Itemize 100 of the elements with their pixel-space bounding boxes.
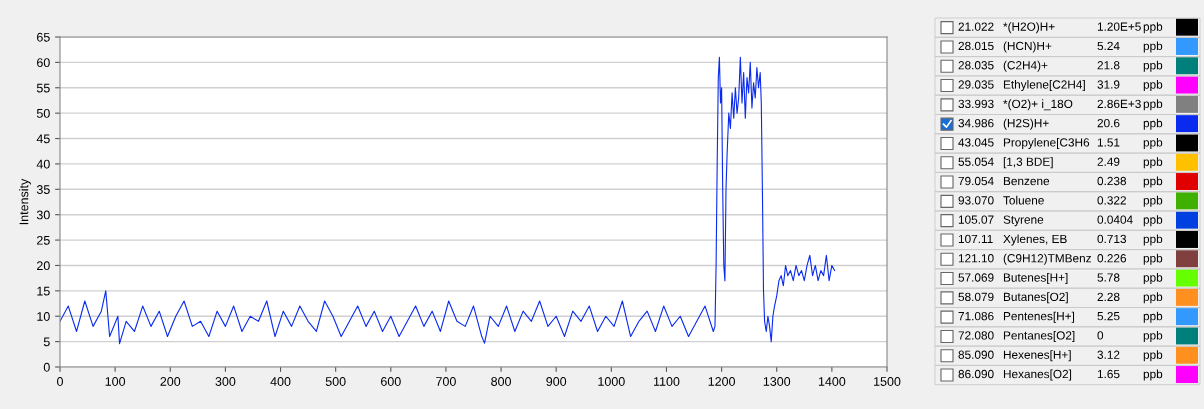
text: Hexenes[H+] xyxy=(1003,350,1071,362)
text: ppb xyxy=(1143,330,1163,342)
text: ppb xyxy=(1143,311,1163,323)
x-tick-label: 1400 xyxy=(818,377,846,386)
text: 5.24 xyxy=(1097,41,1120,51)
text: ppb xyxy=(1143,234,1163,246)
x-tick-label: 200 xyxy=(160,377,181,386)
text: 0.0404 xyxy=(1097,215,1133,224)
text: 2.28 xyxy=(1097,292,1120,302)
x-tick-label: 1200 xyxy=(708,377,736,386)
text: ppb xyxy=(1143,369,1163,381)
y-tick-label: 15 xyxy=(37,286,50,296)
y-tick-label: 5 xyxy=(43,337,50,347)
text: ppb xyxy=(1143,176,1163,188)
text: 3.12 xyxy=(1097,350,1120,359)
category-label: 71.086 xyxy=(958,311,994,321)
x-tick-label: 300 xyxy=(215,377,236,386)
category-label: 86.090 xyxy=(958,369,994,379)
text: Butanes[O2] xyxy=(1003,292,1068,304)
category-label: 34.986 xyxy=(958,118,994,128)
y-tick-label: 60 xyxy=(37,58,50,68)
text: ppb xyxy=(1143,80,1163,92)
category-label: 28.035 xyxy=(958,61,994,70)
x-tick-label: 500 xyxy=(325,377,346,386)
y-axis-title: Intensity xyxy=(19,178,31,225)
text: 0.226 xyxy=(1097,254,1127,263)
text: Propylene[C3H6 xyxy=(1003,137,1090,149)
x-tick-label: 400 xyxy=(270,377,291,386)
x-tick-label: 600 xyxy=(381,377,401,386)
y-tick-label: 30 xyxy=(36,210,50,220)
category-label: 105.07 xyxy=(958,215,994,224)
text: 1.20E+5 xyxy=(1097,22,1141,31)
text: 0.713 xyxy=(1097,234,1127,244)
text: 1.51 xyxy=(1097,138,1120,147)
text: Benzene xyxy=(1003,176,1050,186)
text: ppb xyxy=(1143,273,1163,285)
y-tick-label: 0 xyxy=(43,362,50,372)
text: ppb xyxy=(1143,292,1163,304)
category-label: 79.054 xyxy=(958,176,994,186)
text: *(H2O)H+ xyxy=(1003,22,1055,34)
y-tick-label: 35 xyxy=(36,185,50,194)
line-series xyxy=(60,56,836,345)
y-tick-label: 55 xyxy=(36,83,50,93)
text: ppb xyxy=(1143,60,1163,72)
x-tick-label: 700 xyxy=(436,377,456,386)
text: ppb xyxy=(1143,118,1163,130)
x-tick-label: 0 xyxy=(57,377,63,386)
category-label: 58.079 xyxy=(958,292,994,302)
text: Pentenes[H+] xyxy=(1003,311,1075,323)
category-label: 21.022 xyxy=(958,22,994,31)
text: ppb xyxy=(1143,99,1163,111)
text: 2.49 xyxy=(1097,157,1120,166)
x-tick-label: 1000 xyxy=(598,377,625,386)
text: ppb xyxy=(1143,215,1163,227)
text: ppb xyxy=(1143,350,1163,362)
text: ppb xyxy=(1143,195,1163,207)
category-label: 93.070 xyxy=(958,196,994,205)
category-label: 107.11 xyxy=(958,234,993,244)
text: 21.8 xyxy=(1097,61,1120,70)
category-label: 85.090 xyxy=(958,350,994,359)
category-label: 72.080 xyxy=(958,331,994,340)
x-tick-label: 800 xyxy=(491,377,512,386)
text: ppb xyxy=(1143,253,1163,265)
text: 0 xyxy=(1097,331,1104,340)
category-label: 55.054 xyxy=(958,157,994,166)
text: 0.322 xyxy=(1097,196,1126,205)
text: 20.6 xyxy=(1097,118,1120,128)
text: Hexanes[O2] xyxy=(1003,369,1072,381)
text: Ethylene[C2H4] xyxy=(1003,80,1085,92)
text: ppb xyxy=(1143,157,1163,169)
x-tick-label: 1300 xyxy=(763,377,791,386)
x-tick-label: 900 xyxy=(546,377,567,386)
text: 31.9 xyxy=(1097,80,1120,89)
text: 0.238 xyxy=(1097,176,1127,186)
category-label: 29.035 xyxy=(958,80,994,89)
x-tick-label: 100 xyxy=(105,377,126,386)
category-label: 33.993 xyxy=(958,99,994,109)
x-tick-label: 1100 xyxy=(653,377,680,386)
text: 1.65 xyxy=(1097,369,1120,379)
text: 2.86E+3 xyxy=(1097,99,1141,109)
y-tick-label: 45 xyxy=(36,134,50,144)
text: 5.78 xyxy=(1097,273,1120,282)
y-tick-label: 40 xyxy=(36,159,50,169)
text: Butenes[H+] xyxy=(1003,273,1068,285)
text: ppb xyxy=(1143,137,1163,149)
y-tick-label: 20 xyxy=(37,261,50,271)
category-label: 28.015 xyxy=(958,41,994,51)
category-label: 43.045 xyxy=(958,138,994,147)
text: 5.25 xyxy=(1097,311,1120,321)
y-tick-label: 25 xyxy=(37,235,50,245)
y-tick-label: 65 xyxy=(37,32,50,42)
y-tick-label: 10 xyxy=(37,312,50,321)
text: Xylenes, EB xyxy=(1003,234,1067,246)
text: (H2S)H+ xyxy=(1003,118,1049,130)
category-label: 57.069 xyxy=(958,273,994,282)
text: Styrene xyxy=(1003,215,1044,227)
text: Pentanes[O2] xyxy=(1003,330,1075,342)
text: ppb xyxy=(1143,22,1163,34)
text: (HCN)H+ xyxy=(1003,41,1052,53)
text: (C9H12)TMBenz xyxy=(1003,253,1091,265)
